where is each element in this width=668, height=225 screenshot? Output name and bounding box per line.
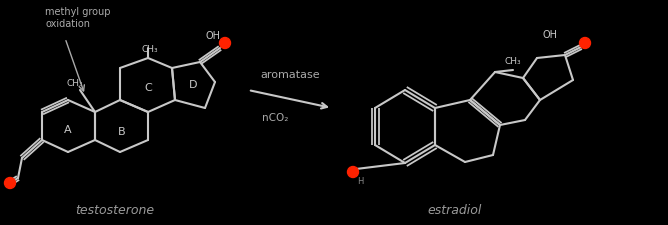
Text: A: A [64, 125, 72, 135]
Text: OH: OH [542, 30, 558, 40]
Circle shape [220, 38, 230, 49]
Text: methyl group
oxidation: methyl group oxidation [45, 7, 110, 29]
Circle shape [347, 166, 359, 178]
Text: B: B [118, 127, 126, 137]
Text: nCO₂: nCO₂ [262, 113, 288, 123]
Text: CH₃: CH₃ [505, 58, 521, 67]
Text: CH₃: CH₃ [142, 45, 158, 54]
Text: CH₃: CH₃ [67, 79, 84, 88]
Text: C: C [144, 83, 152, 93]
Text: aromatase: aromatase [261, 70, 320, 80]
Text: H: H [357, 178, 363, 187]
Circle shape [5, 178, 15, 189]
Text: OH: OH [206, 31, 220, 41]
Circle shape [580, 38, 591, 49]
Text: D: D [189, 80, 197, 90]
Text: testosterone: testosterone [75, 203, 154, 216]
Text: estradiol: estradiol [428, 203, 482, 216]
